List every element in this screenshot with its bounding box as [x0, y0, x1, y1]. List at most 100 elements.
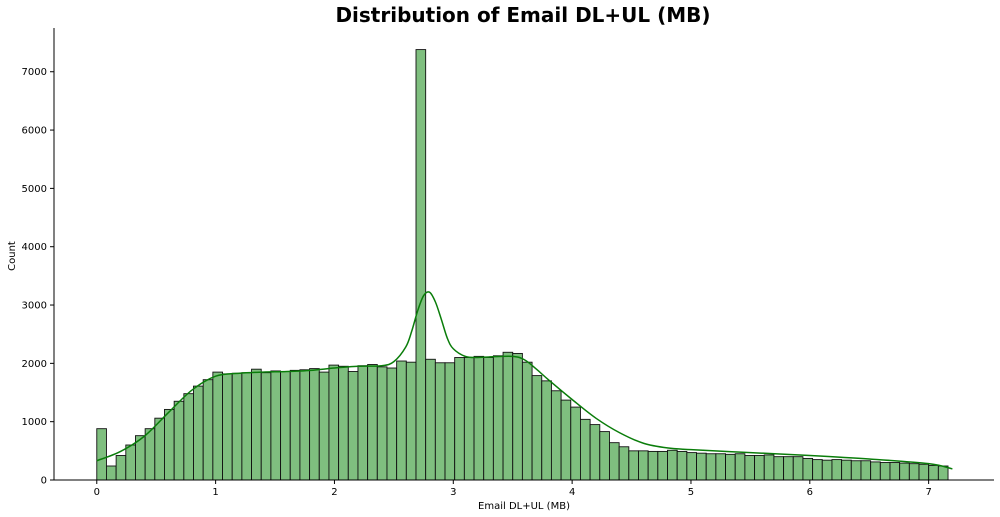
histogram-bar [231, 372, 243, 481]
x-axis-label: Email DL+UL (MB) [478, 501, 570, 512]
x-tick-label: 3 [450, 487, 456, 498]
histogram-bar [96, 428, 107, 481]
y-tick-label: 1000 [22, 417, 47, 428]
histogram-bar [270, 370, 282, 481]
histogram-bar [705, 453, 717, 481]
histogram-bar [899, 462, 910, 481]
histogram-bar [115, 455, 127, 481]
histogram-bar [763, 454, 775, 481]
histogram-bar [463, 357, 475, 481]
histogram-bar [647, 450, 659, 481]
histogram-bar [792, 456, 804, 481]
histogram-bar [405, 361, 417, 481]
y-tick-label: 5000 [22, 184, 47, 195]
histogram-bar [821, 459, 833, 481]
histogram-bar [908, 463, 920, 481]
histogram-bar [347, 371, 359, 481]
x-axis-ticks: 0 1 2 3 4 5 6 7 [94, 480, 932, 498]
histogram-bar [396, 360, 407, 481]
histogram-bar [318, 371, 330, 481]
histogram-bar [657, 450, 668, 481]
y-tick-label: 6000 [22, 126, 47, 137]
histogram-bar [125, 444, 136, 481]
x-tick-label: 2 [331, 487, 337, 498]
histogram-bar [425, 358, 436, 481]
histogram-bar [251, 368, 262, 481]
y-tick-label: 2000 [22, 359, 47, 370]
y-tick-label: 3000 [22, 301, 47, 312]
histogram-bar [328, 364, 340, 481]
histogram-bar [531, 375, 543, 481]
y-tick-label: 7000 [22, 67, 47, 78]
x-tick-label: 4 [569, 487, 575, 498]
histogram-bar [444, 362, 456, 481]
y-axis-ticks: 0 1000 2000 3000 4000 5000 6000 7000 [22, 67, 54, 487]
histogram-bar [744, 455, 756, 481]
histogram-bar [638, 450, 649, 481]
histogram-bars [96, 49, 949, 481]
histogram-bar [734, 453, 746, 481]
histogram-bar [609, 442, 620, 481]
histogram-bar [299, 369, 311, 481]
y-tick-label: 4000 [22, 242, 47, 253]
histogram-bar [241, 372, 253, 481]
histogram-bar [589, 424, 601, 481]
histogram-bar [570, 406, 581, 481]
histogram-bar [202, 379, 214, 481]
kde-curve [96, 291, 953, 470]
histogram-bar [667, 449, 678, 481]
histogram-bar [521, 361, 533, 481]
histogram-bar [212, 371, 223, 481]
histogram-bar [260, 372, 272, 481]
histogram-bar [802, 457, 814, 481]
histogram-bar [599, 431, 610, 481]
chart-title: Distribution of Email DL+UL (MB) [335, 3, 710, 27]
histogram-bar [831, 459, 843, 481]
histogram-bar [512, 352, 523, 481]
histogram-bar [280, 371, 291, 481]
histogram-bar [841, 459, 852, 481]
histogram-bar [154, 417, 165, 481]
histogram-bar [918, 463, 930, 481]
histogram-bar [696, 452, 707, 481]
histogram-bar [928, 464, 939, 481]
histogram-bar [879, 462, 891, 481]
histogram-bar [850, 460, 862, 481]
histogram-bar [628, 450, 639, 481]
histogram-bar [173, 400, 185, 481]
x-tick-label: 5 [688, 487, 694, 498]
histogram-bar [725, 453, 736, 481]
x-tick-label: 6 [807, 487, 813, 498]
histogram-bar [222, 373, 233, 481]
histogram-bar [386, 367, 398, 481]
histogram-bar [193, 385, 204, 481]
histogram-bar [454, 357, 465, 481]
histogram-bar [686, 452, 697, 481]
histogram-bar [812, 459, 823, 481]
histogram-bar [367, 364, 378, 481]
histogram-bar [415, 49, 427, 481]
histogram-bar [164, 408, 175, 481]
histogram-bar [870, 461, 881, 481]
y-axis-label: Count [7, 241, 18, 271]
histogram-bar [338, 365, 349, 481]
histogram-bar [580, 418, 591, 481]
histogram-bar [860, 460, 872, 481]
histogram-bar [105, 465, 117, 481]
histogram-bar [773, 456, 785, 481]
histogram-bar [715, 453, 726, 481]
histogram-bar [783, 456, 794, 481]
histogram-bar [289, 369, 301, 481]
histogram-bar [560, 399, 572, 481]
histogram-bar [754, 455, 765, 481]
histogram-bar [376, 366, 388, 481]
histogram-bar [183, 393, 194, 481]
x-tick-label: 7 [925, 487, 931, 498]
histogram-bar [492, 355, 504, 481]
histogram-bar [502, 351, 514, 481]
histogram-bar [434, 362, 446, 481]
histogram-bar [618, 446, 630, 481]
histogram-bar [676, 450, 688, 481]
histogram-bar [144, 428, 156, 481]
